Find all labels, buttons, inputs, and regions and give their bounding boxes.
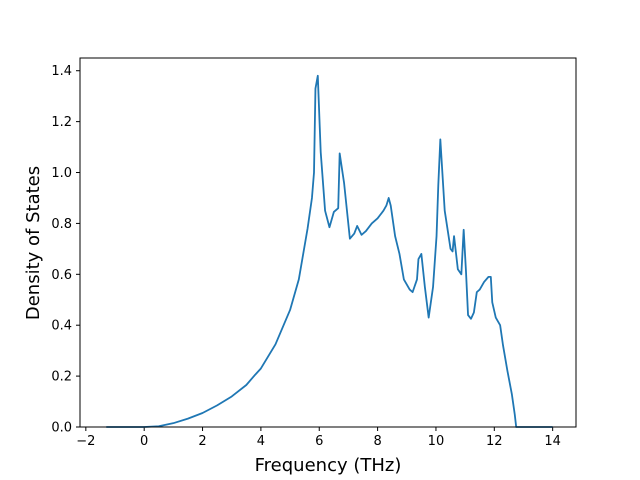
y-tick-label: 0.8: [51, 217, 72, 232]
y-axis-label: Density of States: [23, 166, 44, 320]
y-tick-label: 1.2: [51, 115, 72, 130]
x-tick-label: 0: [140, 434, 148, 449]
dos-line: [106, 74, 553, 428]
x-axis-label: Frequency (THz): [255, 455, 402, 476]
y-axis-ticks: 0.0 0.2 0.4 0.6 0.8 1.0 1.2 1.4: [51, 64, 80, 436]
y-tick-label: 0.6: [51, 268, 72, 283]
x-tick-label: 14: [544, 434, 561, 449]
y-tick-label: 0.2: [51, 370, 72, 385]
x-tick-label: −2: [76, 434, 95, 449]
x-tick-label: 6: [315, 434, 323, 449]
series-group: [106, 74, 553, 428]
y-tick-label: 0.4: [51, 319, 72, 334]
x-tick-label: 4: [257, 434, 265, 449]
x-axis-ticks: −2 0 2 4 6 8 10 12 14: [76, 427, 561, 449]
plot-area: [80, 58, 576, 427]
y-tick-label: 1.0: [51, 166, 72, 181]
x-tick-label: 10: [428, 434, 445, 449]
axes-frame: [79, 57, 577, 428]
y-tick-label: 0.0: [51, 421, 72, 436]
x-tick-label: 8: [373, 434, 381, 449]
x-tick-label: 2: [198, 434, 206, 449]
y-tick-label: 1.4: [51, 64, 72, 79]
x-tick-label: 12: [486, 434, 503, 449]
